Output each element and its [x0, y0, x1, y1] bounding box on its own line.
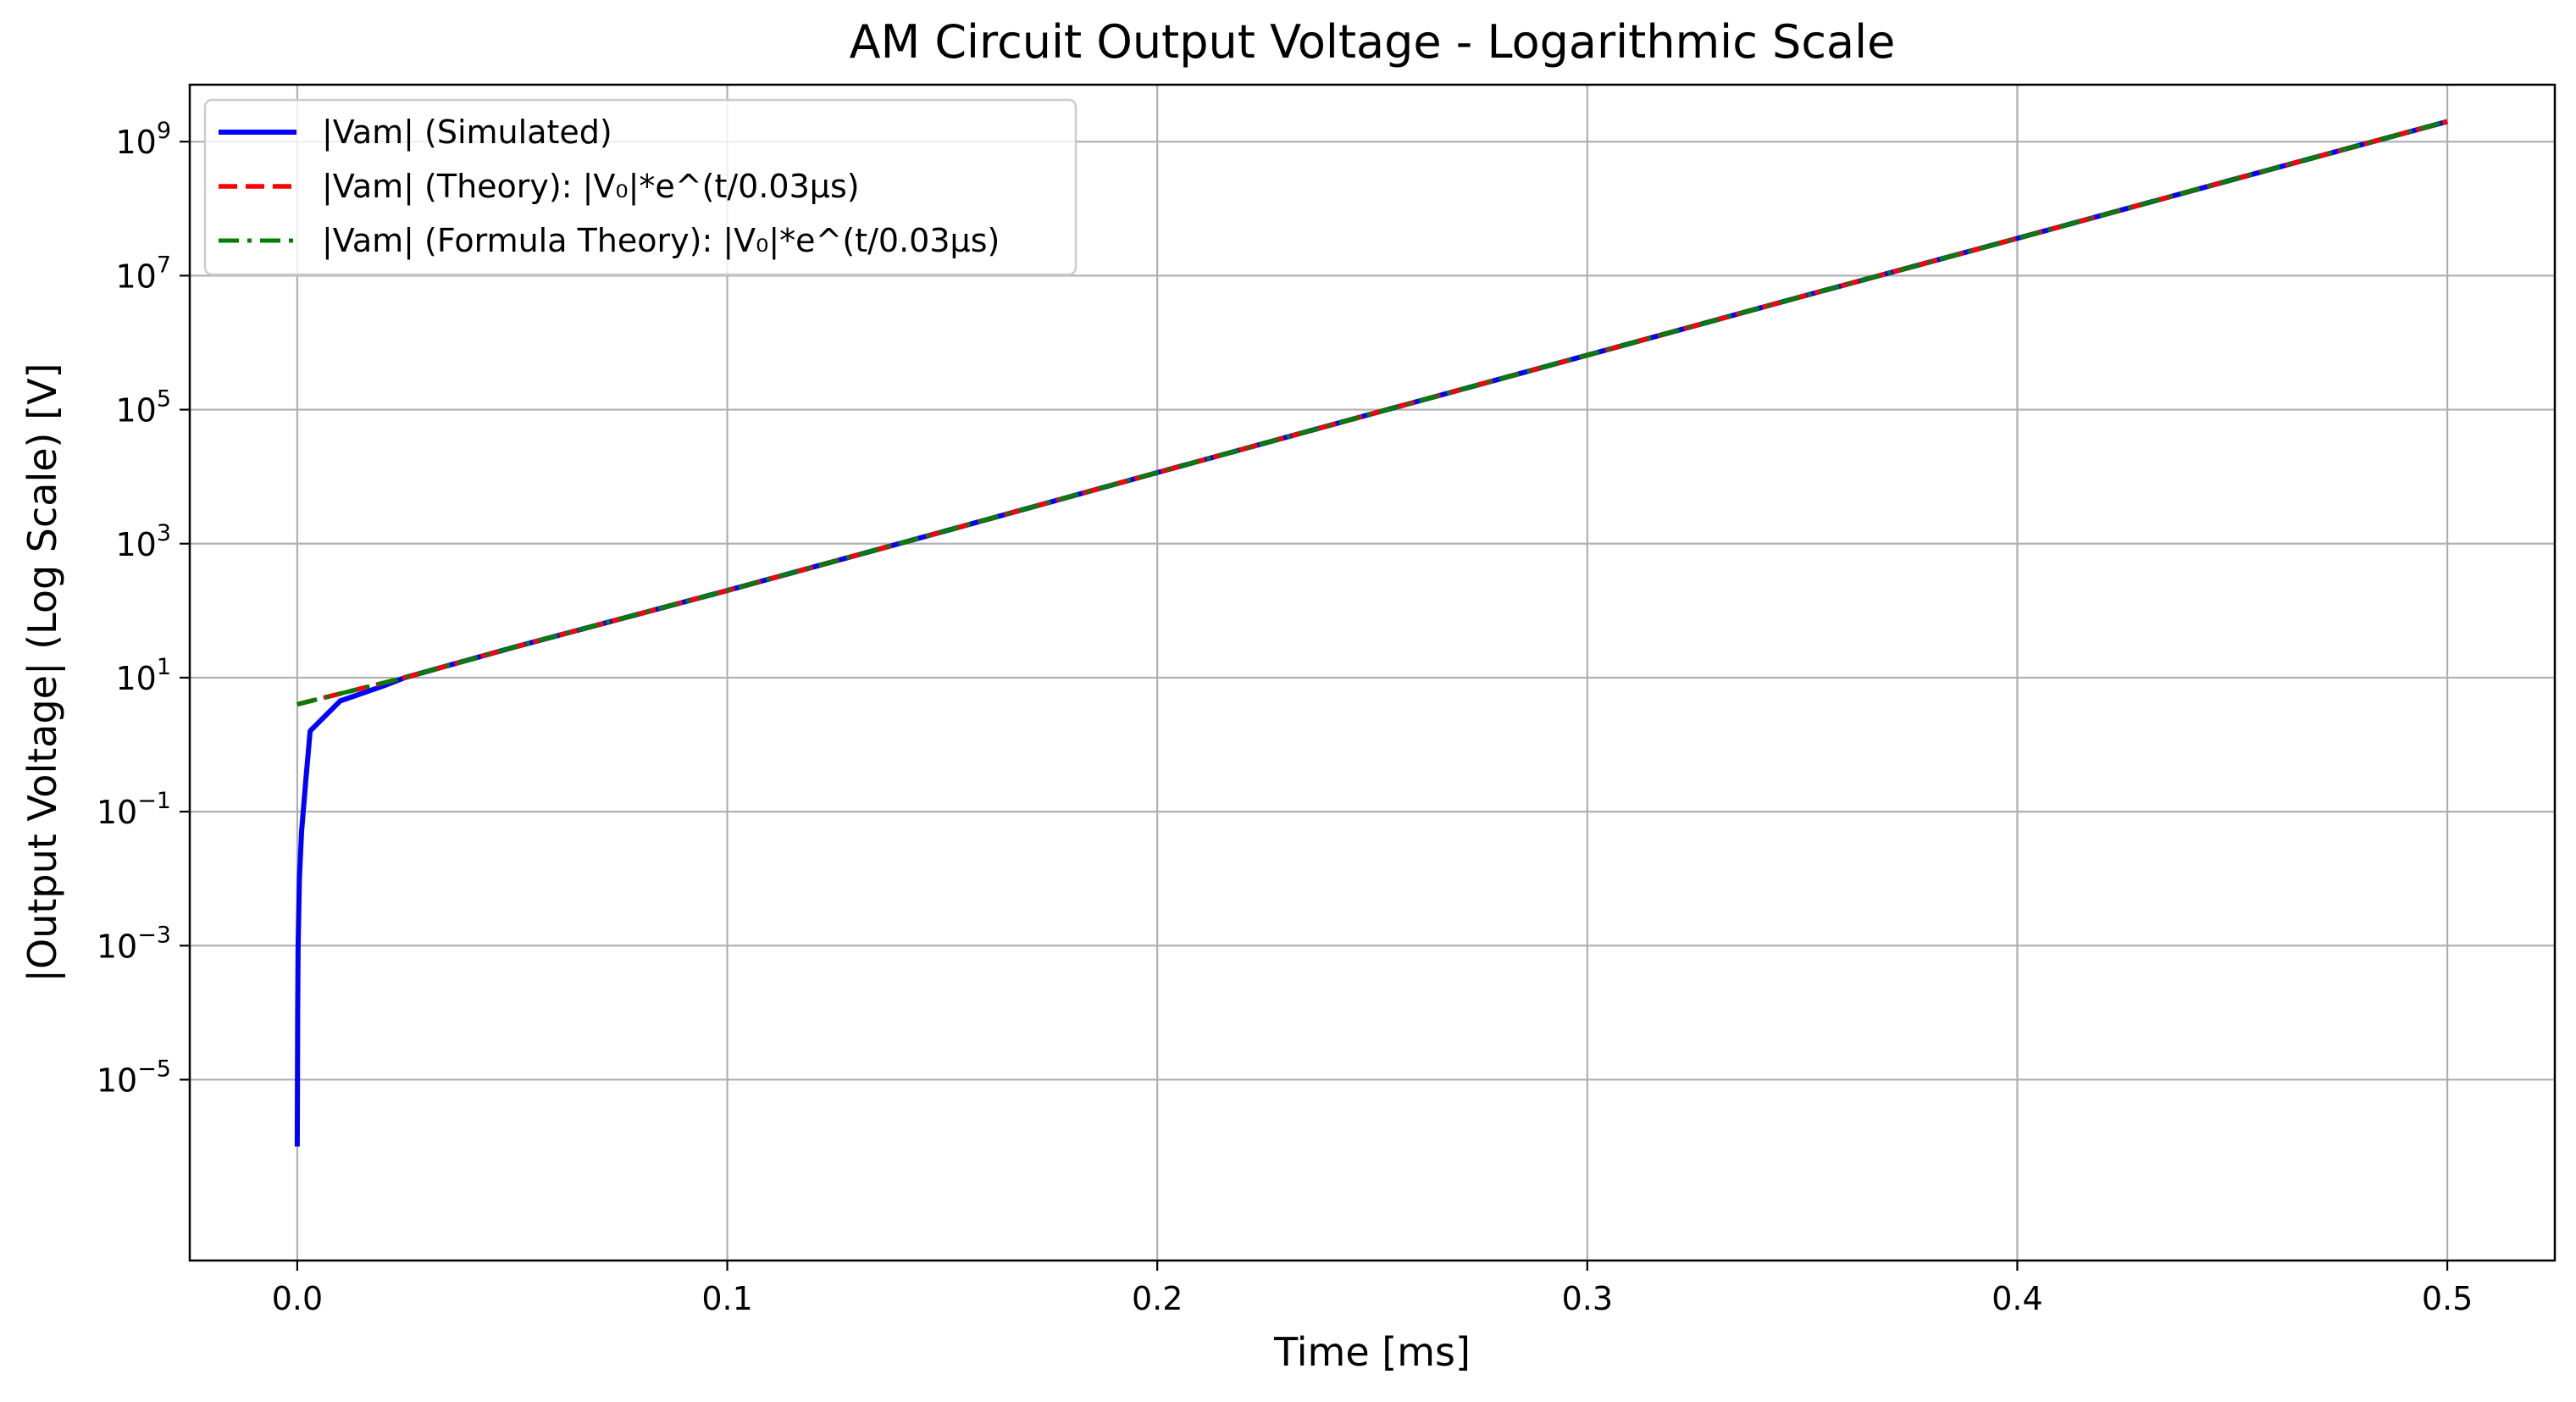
legend: |Vam| (Simulated) |Vam| (Theory): |V₀|*e^…	[203, 98, 1077, 276]
legend-box	[203, 98, 1077, 276]
chart-title: AM Circuit Output Voltage - Logarithmic …	[850, 15, 1896, 69]
y-tick-label: 105	[115, 386, 171, 429]
x-tick-label: 0.1	[701, 1280, 752, 1317]
plot-frame	[188, 83, 2557, 1262]
y-tick-base: 10	[115, 392, 156, 429]
x-tick-label: 0.3	[1562, 1280, 1613, 1317]
y-tick-label: 101	[115, 654, 171, 697]
x-tick-label: 0.0	[272, 1280, 323, 1317]
y-tick-base: 10	[115, 124, 156, 161]
y-tick-exponent: 7	[157, 252, 171, 278]
y-tick-base: 10	[97, 1061, 137, 1099]
x-tick-label: 0.2	[1132, 1280, 1183, 1317]
x-tick-label: 0.4	[1992, 1280, 2042, 1317]
y-tick-base: 10	[97, 794, 137, 831]
series-line-2	[296, 119, 2448, 707]
y-tick-exponent: 3	[157, 520, 171, 546]
y-tick-base: 10	[115, 660, 156, 697]
x-axis-label: Time [ms]	[1273, 1329, 1471, 1375]
y-tick-exponent: 1	[157, 654, 171, 680]
y-tick-label: 109	[115, 118, 171, 161]
series-layer	[294, 119, 2448, 1147]
legend-entries: |Vam| (Simulated) |Vam| (Theory): |V₀|*e^…	[219, 114, 1000, 260]
series-line-3	[296, 119, 2448, 707]
grid-layer	[190, 85, 2555, 1261]
y-tick-base: 10	[97, 928, 137, 965]
y-tick-base: 10	[115, 258, 156, 295]
y-tick-label: 10−5	[97, 1056, 171, 1099]
y-tick-label: 10−1	[97, 788, 171, 831]
y-tick-exponent: −3	[137, 922, 171, 948]
y-tick-exponent: −5	[137, 1056, 171, 1082]
y-tick-label: 103	[115, 520, 171, 563]
y-tick-exponent: 9	[157, 118, 171, 144]
x-tick-label: 0.5	[2422, 1280, 2473, 1317]
y-tick-label: 107	[115, 252, 171, 295]
y-tick-exponent: −1	[137, 788, 171, 814]
y-axis-label: |Output Voltage| (Log Scale) [V]	[19, 363, 66, 983]
tick-layer: 0.0 0.1 0.2 0.3 0.4 0.510910710510310110−110−…	[97, 118, 2473, 1317]
y-tick-base: 10	[115, 526, 156, 563]
legend-label: |Vam| (Formula Theory): |V₀|*e^(t/0.03µs…	[322, 222, 1000, 260]
y-tick-exponent: 5	[157, 386, 171, 413]
legend-label: |Vam| (Simulated)	[322, 114, 612, 152]
y-tick-label: 10−3	[97, 922, 171, 965]
legend-label: |Vam| (Theory): |V₀|*e^(t/0.03µs)	[322, 168, 860, 206]
